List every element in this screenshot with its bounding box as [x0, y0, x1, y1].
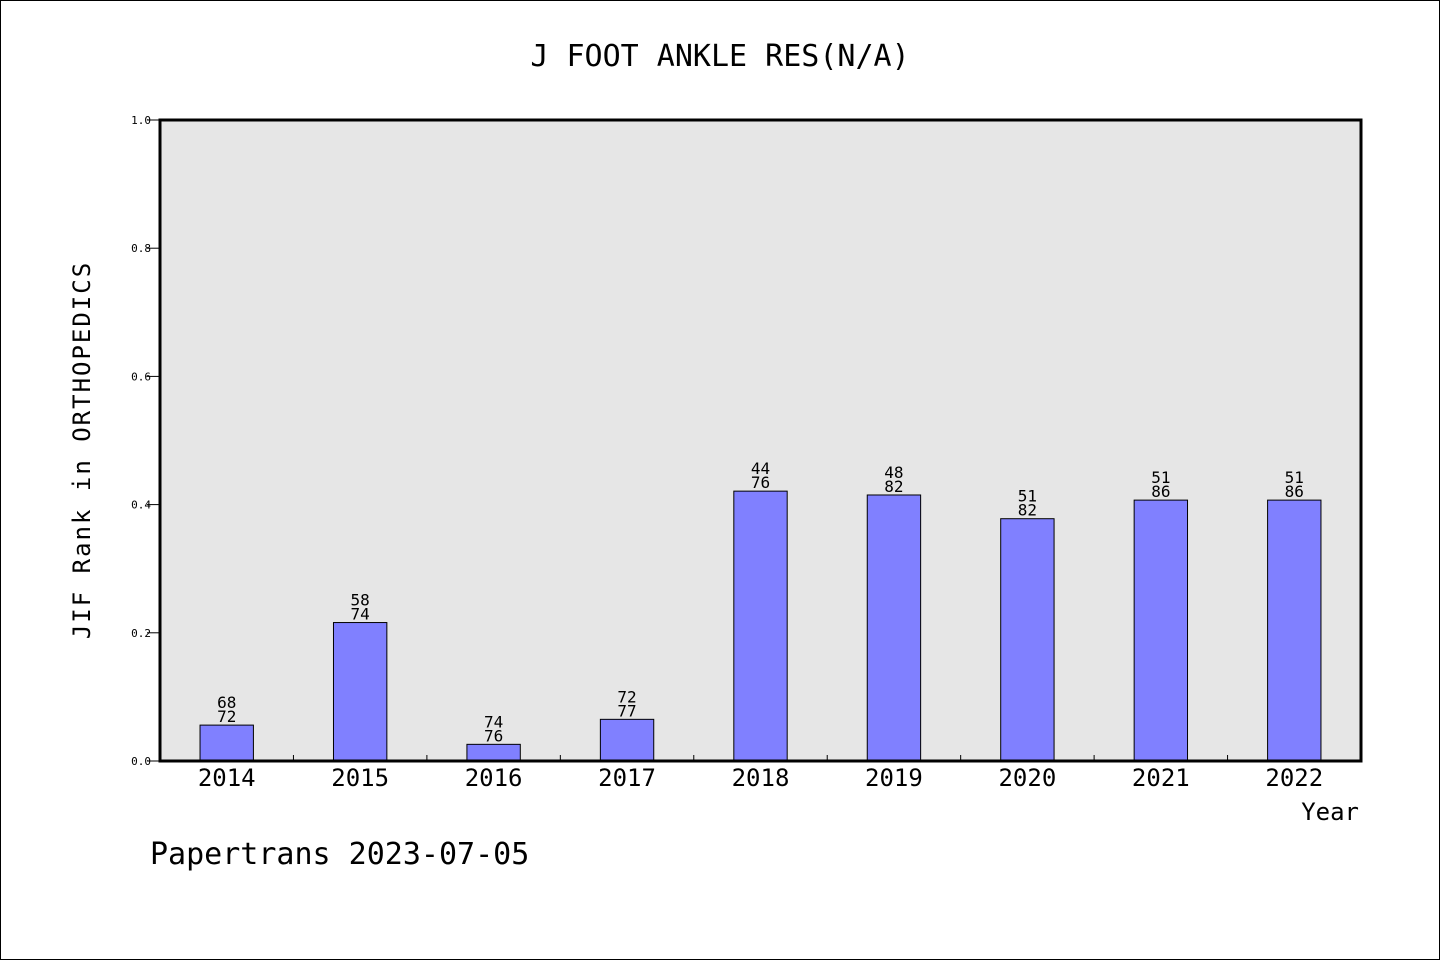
data-label-bottom-2017: 77: [617, 701, 636, 720]
bar-2016: [466, 743, 521, 762]
data-label-bottom-2022: 86: [1285, 482, 1304, 501]
data-label-top-2018: 44: [751, 459, 770, 478]
data-label-bottom-2021: 86: [1151, 482, 1170, 501]
x-tick-label-2021: 2021: [1132, 764, 1190, 792]
data-label-top-2015: 58: [351, 591, 370, 610]
x-tick-label-2022: 2022: [1265, 764, 1323, 792]
footer-text: Papertrans 2023-07-05: [150, 837, 529, 872]
y-tick-label-0.8: 0.8: [131, 242, 151, 255]
data-label-bottom-2015: 74: [351, 605, 370, 624]
bar-2014: [199, 724, 254, 762]
bar-2021: [1133, 499, 1189, 762]
bar-2022: [1267, 499, 1322, 762]
bar-2018: [733, 490, 788, 762]
x-tick-label-2018: 2018: [732, 764, 790, 792]
data-label-top-2014: 68: [217, 693, 236, 712]
data-label-bottom-2016: 76: [484, 726, 503, 745]
data-label-bottom-2014: 72: [217, 707, 236, 726]
data-label-bottom-2018: 76: [751, 473, 770, 492]
x-tick-label-2017: 2017: [598, 764, 656, 792]
bar-2019: [866, 494, 922, 762]
x-tick-label-2016: 2016: [465, 764, 523, 792]
y-tick-label-0.0: 0.0: [131, 755, 151, 768]
x-axis-label: Year: [1301, 798, 1359, 826]
chart-title: J FOOT ANKLE RES(N/A): [530, 39, 909, 74]
data-label-top-2021: 51: [1151, 468, 1170, 487]
data-label-bottom-2020: 82: [1018, 501, 1037, 520]
data-label-bottom-2019: 82: [884, 477, 903, 496]
y-axis-label: JIF Rank in ORTHOPEDICS: [68, 261, 96, 639]
y-tick-label-0.2: 0.2: [131, 627, 151, 640]
x-tick-label-2019: 2019: [865, 764, 923, 792]
data-label-top-2019: 48: [884, 463, 903, 482]
x-tick-label-2015: 2015: [331, 764, 389, 792]
bar-2020: [1000, 518, 1055, 762]
y-tick-label-1.0: 1.0: [131, 114, 151, 127]
plot-frame: [158, 118, 1363, 763]
y-tick-label-0.6: 0.6: [131, 370, 151, 383]
axes-group: 2014 2015 2016 2017 2018 2019 2020 2021 2022 0.0 0…: [131, 114, 1323, 792]
data-label-top-2020: 51: [1018, 487, 1037, 506]
data-label-top-2022: 51: [1285, 468, 1304, 487]
data-label-top-2017: 72: [617, 687, 636, 706]
y-tick-label-0.4: 0.4: [131, 499, 151, 512]
x-tick-label-2014: 2014: [198, 764, 256, 792]
x-tick-label-2020: 2020: [998, 764, 1056, 792]
bar-2015: [332, 622, 388, 762]
bar-2017: [599, 718, 655, 762]
data-label-top-2016: 74: [484, 712, 503, 731]
